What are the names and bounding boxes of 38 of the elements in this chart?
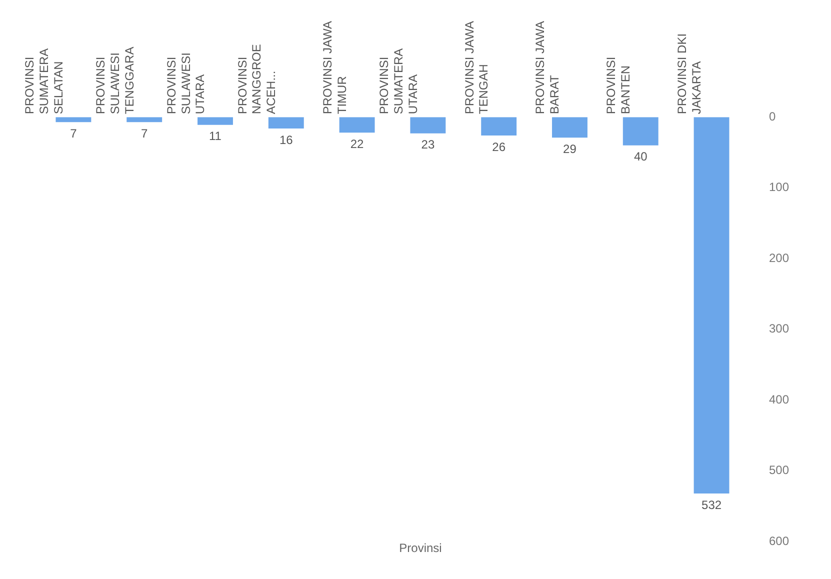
bar [268, 117, 304, 128]
data-label: 29 [563, 142, 577, 156]
bar [339, 117, 375, 133]
x-tick-label: PROVINSI SULAWESI UTARA [164, 52, 208, 114]
bar [126, 117, 162, 122]
y-tick-label: 500 [768, 463, 790, 478]
data-label: 23 [421, 138, 435, 152]
y-tick-label: 300 [768, 322, 790, 336]
bar [694, 117, 730, 494]
y-tick-label: 0 [768, 109, 776, 124]
bar [198, 117, 233, 125]
y-tick-label: 600 [768, 534, 790, 548]
x-tick-label: PROVINSI DKI JAKARTA [675, 33, 704, 114]
x-tick-label: PROVINSI JAWA TENGAH [462, 21, 491, 114]
x-tick-label: PROVINSI SUMATERA SELATAN [22, 48, 66, 114]
x-tick-label: PROVINSI SUMATERA UTARA [377, 48, 420, 114]
data-label: 26 [492, 140, 506, 154]
bar [481, 117, 517, 136]
x-tick-label: PROVINSI JAWA TIMUR [320, 21, 349, 114]
x-tick-label: PROVINSI NANGGROE ACEH... [235, 44, 278, 114]
y-tick-label: 400 [768, 392, 790, 406]
bar [622, 117, 658, 146]
x-tick-label: PROVINSI JAWA BARAT [533, 21, 562, 114]
bar [552, 117, 588, 138]
data-label: 11 [209, 129, 222, 144]
x-tick-label: PROVINSI BANTEN [604, 56, 633, 114]
x-tick-label: PROVINSI SULAWESI TENGGARA [93, 46, 136, 114]
data-label: 532 [702, 498, 722, 512]
y-tick-label: 200 [768, 250, 790, 265]
bar [410, 117, 446, 134]
text: Provinsi [399, 541, 442, 556]
data-label: 16 [279, 132, 294, 147]
y-tick-label: 100 [768, 180, 790, 194]
data-label: 7 [70, 126, 78, 140]
bar [56, 117, 92, 122]
data-label: 22 [350, 137, 364, 151]
data-label: 40 [634, 150, 648, 164]
data-label: 7 [141, 126, 148, 140]
